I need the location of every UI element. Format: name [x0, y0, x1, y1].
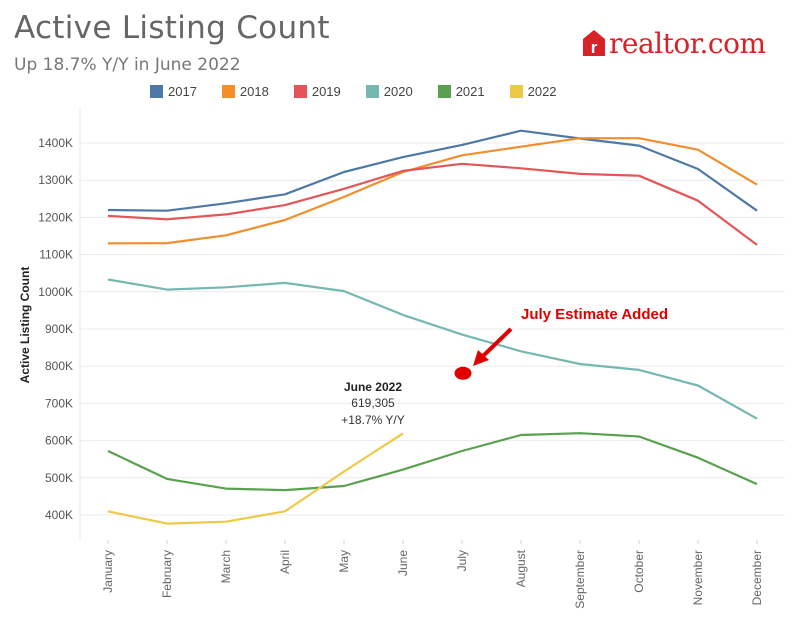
x-tick-label: November [691, 550, 705, 605]
y-tick-label: 1100K [39, 248, 73, 262]
x-tick-label: December [750, 550, 764, 605]
series-line-2017 [107, 129, 758, 212]
series-line-2018 [107, 137, 758, 245]
y-axis-label: Active Listing Count [18, 267, 32, 384]
annotation-layer: June 2022 619,305 +18.7% Y/Y July Estimate … [341, 306, 668, 427]
realtor-logo: r realtor.com [583, 26, 766, 60]
legend-label: 2020 [383, 84, 413, 99]
legend-swatch [437, 85, 451, 98]
y-tick-label: 1400K [38, 136, 73, 150]
x-tick-label: August [514, 549, 528, 587]
legend-label: 2021 [455, 84, 485, 99]
axis-layer: 400K 500K 600K 700K 800K 900K 1000K 1100K 1200K 1… [18, 108, 764, 609]
x-tick-label: October [632, 550, 646, 593]
legend-swatch [365, 85, 379, 98]
series-line-2022 [107, 432, 404, 525]
chart-subtitle: Up 18.7% Y/Y in June 2022 [14, 55, 241, 75]
x-tick-label: May [337, 550, 351, 573]
y-tick-label: 400K [45, 508, 73, 522]
legend-item-2017: 2017 [150, 84, 197, 99]
y-tick-label: 1200K [38, 210, 73, 224]
y-tick-label: 1000K [38, 285, 73, 299]
estimate-arrow-head [473, 350, 489, 366]
series-layer [107, 129, 758, 525]
house-icon: r [583, 30, 605, 57]
logo-text: realtor.com [609, 26, 766, 60]
legend-swatch [293, 85, 307, 98]
x-tick-label: June [396, 550, 410, 576]
chart-legend: 2017 2018 2019 2020 2021 2022 [150, 84, 582, 99]
y-tick-label: 900K [45, 322, 73, 336]
legend-item-2018: 2018 [221, 84, 269, 99]
y-tick-label: 700K [45, 396, 73, 410]
series-line-2019 [107, 162, 758, 246]
estimate-label: July Estimate Added [521, 306, 668, 323]
y-tick-label: 1300K [38, 173, 73, 187]
x-tick-label: September [573, 550, 587, 609]
series-line-2020 [107, 278, 758, 420]
x-tick-label: February [160, 550, 174, 598]
legend-item-2021: 2021 [437, 84, 485, 99]
june-annotation-title: June 2022 [344, 380, 402, 394]
x-tick-label: April [278, 550, 292, 574]
legend-label: 2022 [527, 84, 557, 99]
logo-mark-letter: r [591, 38, 598, 56]
legend-item-2022: 2022 [509, 84, 557, 99]
june-annotation-value: 619,305 [351, 396, 395, 410]
x-tick-label: January [101, 550, 115, 593]
legend-label: 2017 [168, 84, 197, 99]
legend-item-2019: 2019 [293, 84, 341, 99]
x-tick-label: July [455, 550, 469, 571]
legend-swatch [150, 85, 163, 98]
estimate-arrow-shaft [480, 327, 513, 359]
legend-item-2020: 2020 [365, 84, 413, 99]
series-line-2021 [107, 432, 758, 492]
legend-label: 2018 [239, 84, 269, 99]
legend-swatch [509, 85, 523, 98]
june-annotation-change: +18.7% Y/Y [341, 413, 405, 427]
legend-swatch [221, 85, 235, 98]
july-estimate-marker [454, 366, 472, 380]
chart-title: Active Listing Count [14, 10, 330, 46]
y-tick-label: 600K [45, 434, 73, 448]
y-tick-label: 800K [45, 359, 73, 373]
x-tick-label: March [219, 550, 233, 583]
legend-label: 2019 [311, 84, 341, 99]
y-tick-label: 500K [45, 471, 73, 485]
